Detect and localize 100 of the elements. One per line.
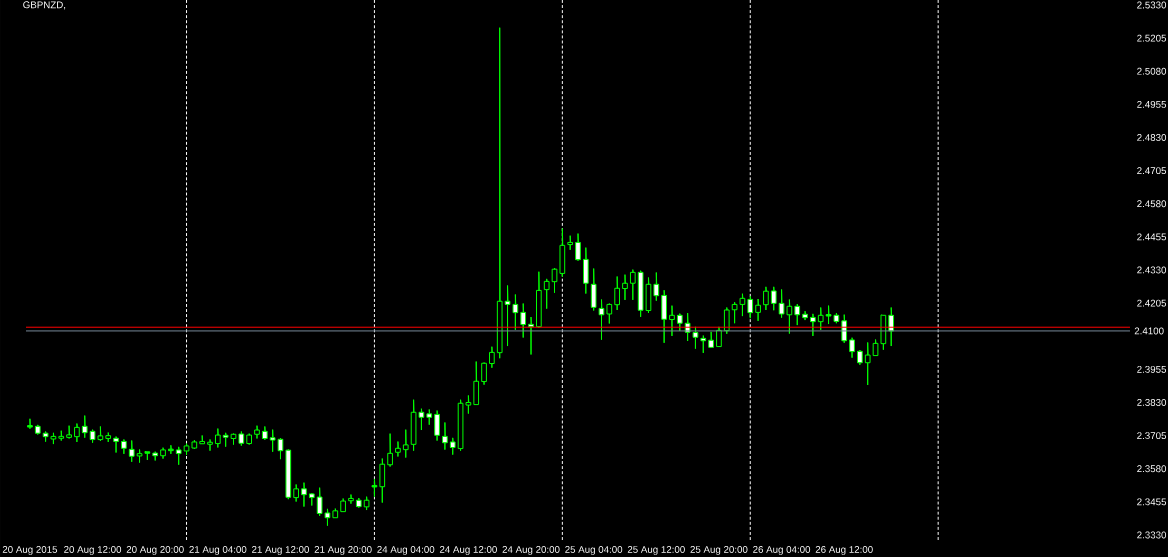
candlestick — [332, 508, 339, 519]
candlestick — [128, 440, 135, 463]
candlestick — [27, 418, 33, 430]
x-tick-label: 24 Aug 04:00 — [377, 546, 435, 555]
chart-title: GBPNZD, — [23, 1, 66, 10]
candlestick — [308, 493, 315, 507]
candlestick — [496, 27, 503, 359]
candlestick — [293, 484, 299, 503]
x-tick-label: 24 Aug 12:00 — [439, 546, 497, 555]
candlestick — [567, 235, 574, 251]
candlestick — [622, 274, 628, 301]
candlestick — [802, 311, 808, 321]
x-tick-label: 21 Aug 12:00 — [252, 546, 310, 555]
candlestick — [449, 437, 456, 456]
candlestick — [363, 496, 370, 511]
candlestick — [175, 446, 182, 466]
x-tick-label: 25 Aug 20:00 — [690, 546, 748, 555]
candlestick — [700, 335, 707, 354]
candlestick — [606, 303, 613, 325]
candlestick — [348, 494, 354, 505]
candlestick — [669, 305, 675, 337]
candlestick — [379, 458, 386, 504]
candlestick — [810, 313, 816, 337]
y-tick-label: 2.3955 — [1137, 365, 1167, 373]
candlestick — [74, 423, 80, 443]
x-tick-label: 24 Aug 20:00 — [502, 546, 560, 555]
candlestick — [817, 307, 824, 331]
x-tick-label: 25 Aug 12:00 — [627, 546, 685, 555]
candlestick — [113, 436, 119, 454]
y-tick-label: 2.4705 — [1137, 167, 1167, 175]
candlestick — [402, 429, 409, 459]
candlestick — [222, 432, 229, 448]
candlestick — [426, 409, 433, 426]
candlestick — [66, 425, 72, 440]
candlestick — [763, 286, 769, 311]
candlestick — [481, 362, 487, 386]
candlestick — [614, 276, 620, 311]
candlestick — [301, 482, 307, 508]
y-tick-label: 2.4205 — [1137, 299, 1167, 307]
candlestick — [770, 286, 777, 311]
x-tick-label: 26 Aug 12:00 — [815, 546, 873, 555]
candlestick — [371, 478, 378, 498]
candlestick — [238, 431, 245, 447]
candlestick — [285, 449, 292, 500]
y-tick-label: 2.4955 — [1137, 100, 1167, 108]
x-tick-label: 20 Aug 2015 — [2, 546, 58, 555]
candlestick — [582, 247, 589, 295]
candlestick — [590, 268, 597, 312]
x-tick-label: 21 Aug 04:00 — [189, 546, 247, 555]
candlestick — [199, 435, 206, 445]
candlestick — [543, 278, 550, 310]
candlestick — [395, 441, 401, 458]
y-tick-label: 2.5330 — [1137, 1, 1167, 9]
candlestick — [598, 299, 605, 341]
candlestick — [708, 331, 714, 349]
candlestick — [152, 451, 159, 461]
candlestick — [34, 424, 41, 436]
candlestick — [246, 433, 253, 446]
y-tick-label: 2.3830 — [1137, 399, 1167, 406]
ref-line-label: 2.4100 — [1134, 327, 1164, 335]
candlestick — [261, 426, 268, 441]
candlestick — [136, 449, 143, 464]
candlestick — [387, 433, 393, 468]
x-tick-label: 20 Aug 12:00 — [64, 546, 122, 555]
y-tick-label: 2.3580 — [1137, 465, 1167, 473]
x-tick-label: 25 Aug 04:00 — [565, 546, 623, 555]
candlestick — [58, 430, 65, 442]
candlestick — [340, 498, 346, 513]
y-tick-label: 2.3705 — [1137, 432, 1167, 440]
candlestick — [661, 290, 667, 344]
candlestick — [528, 316, 534, 356]
candlestick — [755, 298, 761, 322]
candlestick — [473, 361, 480, 406]
candlestick — [81, 415, 88, 439]
candlestick — [864, 342, 871, 386]
candlestick — [434, 410, 440, 442]
candlestick — [254, 425, 260, 440]
candlestick — [121, 439, 127, 455]
candlestick — [207, 439, 213, 452]
x-tick-label: 26 Aug 04:00 — [753, 546, 811, 555]
candlestick — [489, 346, 495, 369]
candlestick — [676, 313, 683, 332]
candlestick — [653, 272, 660, 302]
candlestick — [168, 445, 174, 455]
candlestick — [723, 307, 730, 335]
y-tick-label: 2.3330 — [1137, 531, 1167, 539]
y-tick-label: 2.3455 — [1137, 498, 1167, 506]
candlestick — [857, 350, 863, 366]
candlestick — [160, 447, 166, 460]
y-tick-label: 2.4830 — [1137, 134, 1167, 141]
y-tick-label: 2.5205 — [1137, 34, 1167, 42]
y-tick-label: 2.4455 — [1137, 233, 1167, 241]
x-tick-label: 20 Aug 20:00 — [126, 546, 184, 555]
y-tick-label: 2.5080 — [1137, 67, 1167, 75]
y-tick-label: 2.4330 — [1137, 266, 1167, 274]
candlestick — [355, 497, 362, 509]
x-tick-label: 21 Aug 20:00 — [314, 546, 372, 555]
y-tick-label: 2.4580 — [1137, 200, 1167, 208]
candlestick — [794, 303, 801, 326]
candlestick — [536, 271, 542, 329]
